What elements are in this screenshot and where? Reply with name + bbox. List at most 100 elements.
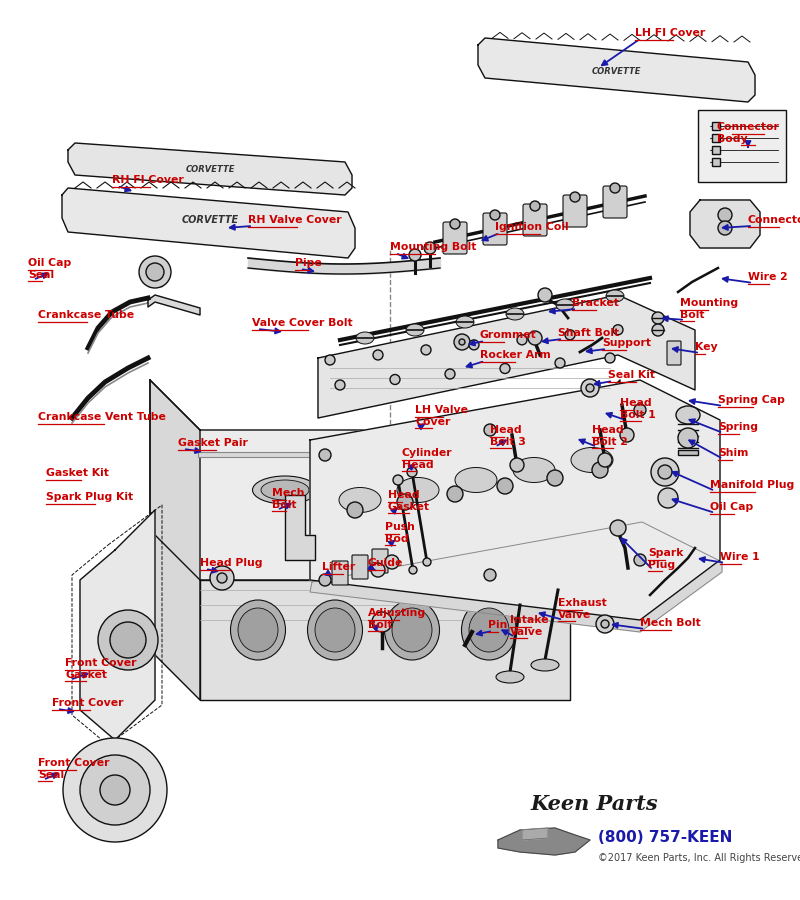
Ellipse shape <box>261 480 309 500</box>
Text: Head
Bolt 3: Head Bolt 3 <box>490 425 526 447</box>
Ellipse shape <box>402 446 467 474</box>
Circle shape <box>596 615 614 633</box>
Bar <box>712 122 720 130</box>
Text: CORVETTE: CORVETTE <box>182 215 238 225</box>
Text: RH FI Cover: RH FI Cover <box>112 175 184 185</box>
Text: Oil Cap: Oil Cap <box>710 502 754 512</box>
Ellipse shape <box>478 431 542 459</box>
Text: Grommet: Grommet <box>480 330 537 340</box>
Text: Adjusting
Bolt: Adjusting Bolt <box>368 608 426 630</box>
Circle shape <box>517 335 527 345</box>
Circle shape <box>421 345 431 355</box>
Polygon shape <box>285 495 315 560</box>
Text: Oil Cap
Seal: Oil Cap Seal <box>28 258 71 281</box>
Circle shape <box>445 369 455 379</box>
Circle shape <box>497 478 513 494</box>
Text: Spark Plug Kit: Spark Plug Kit <box>46 492 133 502</box>
Text: Seal Kit: Seal Kit <box>608 370 655 380</box>
Ellipse shape <box>469 608 509 652</box>
Ellipse shape <box>238 608 278 652</box>
Circle shape <box>110 622 146 658</box>
Ellipse shape <box>486 435 534 455</box>
Circle shape <box>409 249 421 261</box>
Polygon shape <box>68 143 352 195</box>
Bar <box>712 146 720 154</box>
Polygon shape <box>522 828 548 840</box>
Ellipse shape <box>356 332 374 344</box>
Circle shape <box>450 219 460 229</box>
Circle shape <box>390 374 400 384</box>
Text: Head
Bolt 1: Head Bolt 1 <box>620 398 656 420</box>
Ellipse shape <box>392 608 432 652</box>
Text: Mech
Bolt: Mech Bolt <box>272 488 305 510</box>
Text: Spring Cap: Spring Cap <box>718 395 785 405</box>
Ellipse shape <box>315 608 355 652</box>
Text: Head
Gasket: Head Gasket <box>388 490 430 512</box>
Polygon shape <box>62 188 355 258</box>
Ellipse shape <box>406 324 424 336</box>
Ellipse shape <box>397 478 439 502</box>
Polygon shape <box>148 295 200 315</box>
Circle shape <box>373 350 383 360</box>
Ellipse shape <box>455 467 497 492</box>
Text: Head
Bolt 2: Head Bolt 2 <box>592 425 628 447</box>
Circle shape <box>454 334 470 350</box>
Text: Shaft Bolt: Shaft Bolt <box>558 328 619 338</box>
Text: Lifter: Lifter <box>322 562 355 572</box>
Circle shape <box>423 558 431 566</box>
Ellipse shape <box>462 600 517 660</box>
Text: CORVETTE: CORVETTE <box>591 68 641 76</box>
Polygon shape <box>310 522 722 632</box>
Circle shape <box>592 462 608 478</box>
Bar <box>712 134 720 142</box>
Circle shape <box>210 566 234 590</box>
Text: Support: Support <box>602 338 651 348</box>
Bar <box>678 450 698 455</box>
Polygon shape <box>310 380 720 620</box>
Circle shape <box>598 453 612 467</box>
Circle shape <box>319 574 331 586</box>
Circle shape <box>484 569 496 581</box>
Text: Manifold Plug: Manifold Plug <box>710 480 794 490</box>
Text: Shim: Shim <box>718 448 748 458</box>
FancyBboxPatch shape <box>523 204 547 236</box>
Circle shape <box>601 620 609 628</box>
FancyBboxPatch shape <box>372 549 388 573</box>
Ellipse shape <box>496 671 524 683</box>
Text: Valve Cover Bolt: Valve Cover Bolt <box>252 318 353 328</box>
Text: Key: Key <box>695 342 718 352</box>
FancyBboxPatch shape <box>483 213 507 245</box>
Circle shape <box>393 475 403 485</box>
Circle shape <box>678 428 698 448</box>
Text: Gasket Kit: Gasket Kit <box>46 468 109 478</box>
Circle shape <box>100 775 130 805</box>
Circle shape <box>651 458 679 486</box>
Circle shape <box>528 331 542 345</box>
Text: Pin: Pin <box>488 620 507 630</box>
Text: Keen Parts: Keen Parts <box>530 794 658 814</box>
Ellipse shape <box>456 316 474 328</box>
Text: Mech Bolt: Mech Bolt <box>640 618 701 628</box>
Ellipse shape <box>385 600 439 660</box>
Polygon shape <box>318 295 695 418</box>
Circle shape <box>538 288 552 302</box>
Text: Bracket: Bracket <box>572 298 619 308</box>
FancyBboxPatch shape <box>667 341 681 365</box>
Text: Pipe: Pipe <box>295 258 322 268</box>
Circle shape <box>424 242 436 254</box>
Text: Cylinder
Head: Cylinder Head <box>402 448 453 471</box>
Circle shape <box>530 201 540 211</box>
Text: Wire 1: Wire 1 <box>720 552 760 562</box>
Ellipse shape <box>336 465 384 485</box>
Text: Head Plug: Head Plug <box>200 558 262 568</box>
Circle shape <box>372 612 392 632</box>
Circle shape <box>335 380 345 390</box>
FancyBboxPatch shape <box>443 222 467 254</box>
Bar <box>148 258 162 286</box>
Ellipse shape <box>327 461 393 489</box>
Text: Front Cover: Front Cover <box>52 698 123 708</box>
Circle shape <box>146 263 164 281</box>
Circle shape <box>610 183 620 193</box>
FancyBboxPatch shape <box>603 186 627 218</box>
Bar <box>698 110 786 182</box>
